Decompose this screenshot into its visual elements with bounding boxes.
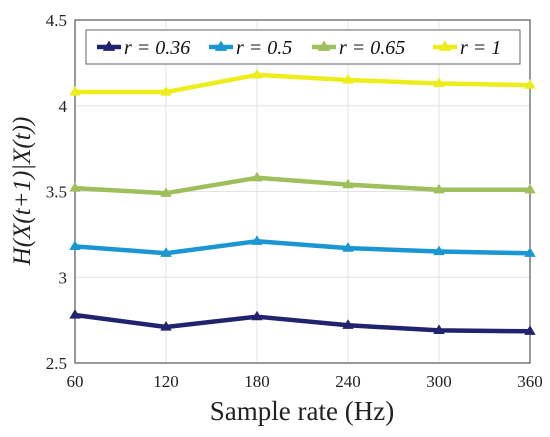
legend-marker (438, 40, 452, 51)
y-tick-label: 4.5 (46, 11, 67, 30)
series-line (75, 72, 531, 95)
series-line (74, 175, 530, 196)
legend-marker (317, 40, 331, 51)
data-point (160, 320, 172, 331)
data-point (69, 308, 81, 319)
data-point (69, 86, 81, 96)
legend-label: r = 0.65 (339, 37, 405, 59)
legend-label: r = 0.36 (124, 37, 190, 59)
x-tick-label: 180 (244, 372, 270, 391)
legend-item: r = 0.36 (97, 37, 190, 59)
data-point (251, 68, 263, 79)
data-point (342, 242, 354, 252)
legend-item: r = 1 (433, 37, 501, 59)
legend-marker (102, 40, 116, 51)
data-point (524, 79, 536, 89)
data-point (342, 74, 354, 84)
legend-item: r = 0.5 (209, 37, 292, 59)
y-tick-label: 3.5 (46, 183, 67, 202)
data-point (524, 325, 536, 335)
data-point (433, 245, 445, 256)
data-point (251, 310, 263, 321)
y-axis-title: H(X(t+1)|X(t)) (9, 117, 36, 267)
data-point (433, 183, 445, 194)
x-tick-label: 120 (153, 372, 179, 391)
legend-marker (214, 40, 228, 51)
legend-label: r = 1 (460, 37, 501, 59)
legend-item: r = 0.65 (312, 37, 405, 59)
data-point (433, 77, 445, 88)
series-2 (69, 171, 536, 197)
data-point (160, 187, 172, 197)
x-axis-title: Sample rate (Hz) (210, 396, 394, 426)
x-tick-label: 60 (67, 372, 84, 391)
data-point (433, 324, 445, 335)
y-tick-label: 3 (59, 268, 68, 287)
x-tick-label: 240 (335, 372, 361, 391)
data-point (524, 183, 536, 194)
data-point (524, 247, 536, 257)
series-layer (69, 68, 536, 335)
data-point (69, 240, 81, 250)
legend: r = 0.36 r = 0.5 r = 0.65 r = 1 (85, 29, 521, 65)
data-point (251, 171, 263, 182)
data-point (251, 235, 263, 245)
data-point (69, 182, 81, 192)
data-point (342, 319, 354, 329)
series-0 (69, 308, 536, 335)
y-tick-label: 2.5 (46, 354, 67, 373)
x-tick-label: 360 (517, 372, 543, 391)
x-tick-label: 300 (426, 372, 452, 391)
data-point (160, 247, 172, 257)
series-3 (69, 68, 536, 96)
data-point (160, 86, 172, 96)
series-line (74, 312, 531, 334)
series-line (74, 238, 531, 256)
y-tick-label: 4 (59, 97, 68, 116)
series-1 (69, 235, 536, 257)
legend-label: r = 0.5 (236, 37, 292, 59)
data-point (342, 178, 354, 189)
